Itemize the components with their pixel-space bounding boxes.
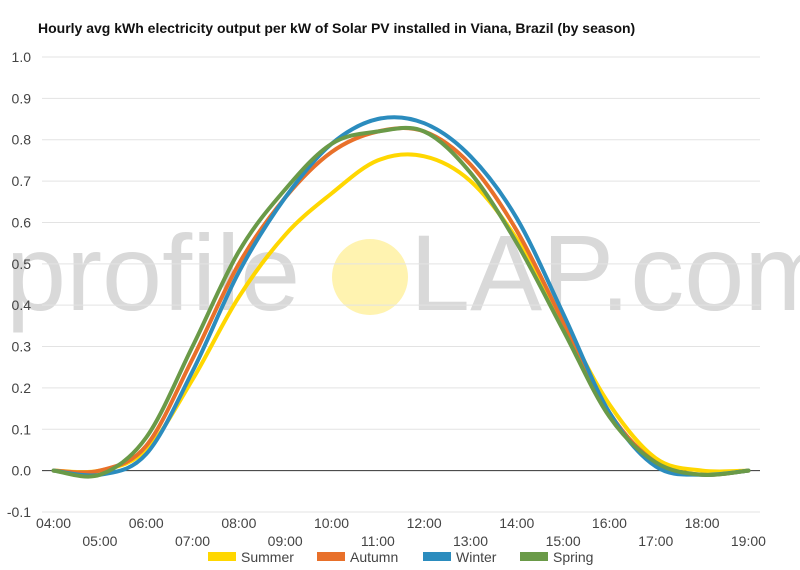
legend-label-summer: Summer [241,549,294,565]
legend: Summer Autumn Winter Spring [208,549,593,565]
x-axis-ticks: 04:00 06:00 08:00 10:00 12:00 14:00 16:00 18:00… [36,515,766,549]
x-tick-label: 16:00 [592,515,627,531]
legend-label-winter: Winter [456,549,497,565]
x-tick-label: 06:00 [129,515,164,531]
series-line-spring [51,125,751,479]
series-lines [51,115,751,479]
y-tick-label: 0.3 [12,339,32,355]
x-tick-label: 14:00 [499,515,534,531]
y-tick-label: 0.1 [12,421,32,437]
legend-swatch-autumn [317,552,345,561]
legend-swatch-summer [208,552,236,561]
x-tick-label: 18:00 [685,515,720,531]
x-tick-label: 12:00 [407,515,442,531]
y-axis-ticks: 1.0 0.9 0.8 0.7 0.6 0.5 0.4 0.3 0.2 0.1 0.0 -0.1 [7,49,31,520]
y-tick-label: 0.5 [12,256,32,272]
y-tick-label: -0.1 [7,504,31,520]
x-tick-label: 08:00 [221,515,256,531]
legend-swatch-spring [520,552,548,561]
watermark-sun-logo [332,239,408,315]
y-tick-label: 0.8 [12,132,32,148]
watermark: profile LAP.com [6,212,800,333]
legend-swatch-winter [423,552,451,561]
legend-label-autumn: Autumn [350,549,398,565]
y-tick-label: 0.6 [12,214,32,230]
x-tick-label: 17:00 [638,533,673,549]
x-tick-label: 11:00 [361,533,395,549]
chart-title: Hourly avg kWh electricity output per kW… [38,20,635,36]
y-tick-label: 0.2 [12,380,32,396]
x-tick-label: 10:00 [314,515,349,531]
y-tick-label: 0.0 [12,463,32,479]
y-tick-label: 0.4 [12,297,32,313]
x-tick-label: 09:00 [268,533,303,549]
watermark-text-right: LAP.com [410,212,800,333]
x-tick-label: 05:00 [82,533,117,549]
x-tick-label: 04:00 [36,515,71,531]
gridlines [42,56,760,513]
x-tick-label: 13:00 [453,533,488,549]
x-tick-label: 19:00 [731,533,766,549]
y-tick-label: 1.0 [12,49,32,65]
x-tick-label: 07:00 [175,533,210,549]
y-tick-label: 0.9 [12,90,32,106]
y-tick-label: 0.7 [12,173,32,189]
legend-label-spring: Spring [553,549,593,565]
x-tick-label: 15:00 [546,533,581,549]
